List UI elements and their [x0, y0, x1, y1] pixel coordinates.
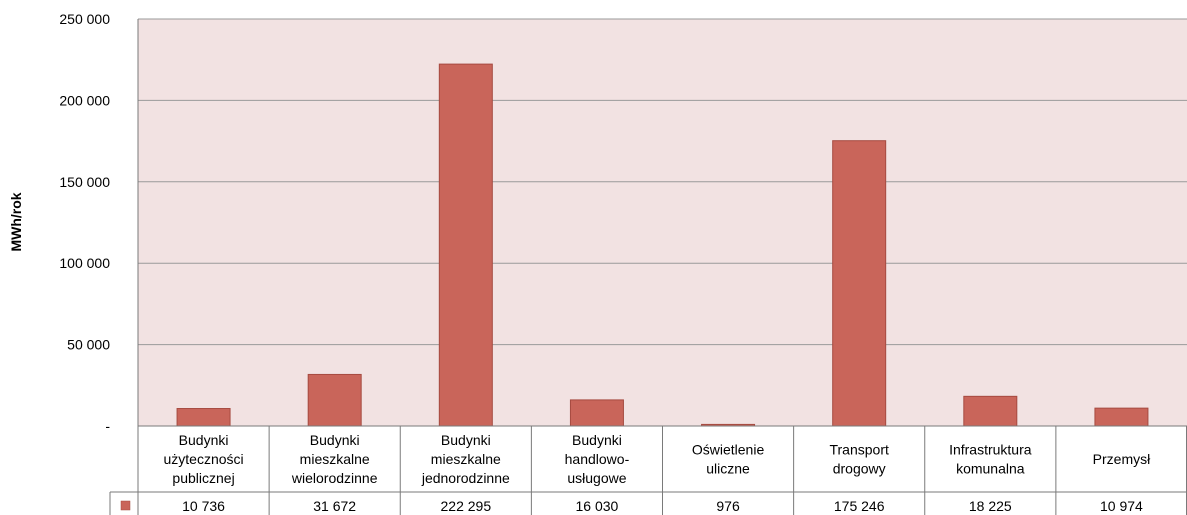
category-label: handlowo- [565, 451, 630, 467]
data-table [109, 19, 1187, 515]
y-tick-label: 150 000 [59, 174, 110, 190]
bar [569, 399, 624, 427]
y-tick-label: - [105, 418, 110, 434]
bar [832, 140, 887, 427]
bar [307, 373, 362, 427]
bar [963, 395, 1018, 427]
y-axis-label: MWh/rok [8, 192, 24, 251]
value-label: 976 [716, 498, 740, 514]
plot-area [138, 19, 1187, 426]
value-label: 18 225 [969, 498, 1012, 514]
category-label: Budynki [310, 432, 360, 448]
value-label: 222 295 [441, 498, 492, 514]
category-label: publicznej [172, 470, 234, 486]
category-label: jednorodzinne [421, 470, 510, 486]
category-label: Transport [829, 442, 889, 458]
value-label: 10 974 [1100, 498, 1143, 514]
y-tick-label: 200 000 [59, 92, 110, 108]
value-labels: 10 736 31 672 222 295 16 030 976 175 246 18 22… [182, 498, 1143, 514]
bar [438, 63, 493, 427]
category-label: Budynki [572, 432, 622, 448]
value-label: 16 030 [576, 498, 619, 514]
category-label: Budynki [179, 432, 229, 448]
y-tick-label: 100 000 [59, 255, 110, 271]
category-label: Infrastruktura [949, 442, 1032, 458]
category-label: użyteczności [163, 451, 243, 467]
bars [176, 63, 1149, 427]
category-label: Przemysł [1093, 451, 1151, 467]
legend-key [120, 500, 131, 511]
value-label: 175 246 [834, 498, 885, 514]
category-label: Oświetlenie [692, 442, 765, 458]
category-labels: Budynki użyteczności publicznej Budynki mies… [163, 432, 1151, 486]
category-label: usługowe [567, 470, 626, 486]
category-label: mieszkalne [300, 451, 370, 467]
y-tick-label: 50 000 [67, 337, 110, 353]
value-label: 10 736 [182, 498, 225, 514]
category-label: drogowy [833, 461, 886, 477]
category-label: komunalna [956, 461, 1025, 477]
category-label: uliczne [706, 461, 750, 477]
category-label: Budynki [441, 432, 491, 448]
bar [1094, 407, 1149, 427]
bar [176, 408, 231, 427]
value-label: 31 672 [313, 498, 356, 514]
category-label: mieszkalne [431, 451, 501, 467]
category-label: wielorodzinne [291, 470, 378, 486]
y-axis-ticks: - 50 000 100 000 150 000 200 000 250 000 [59, 11, 110, 434]
gridlines [138, 18, 1187, 346]
y-tick-label: 250 000 [59, 11, 110, 27]
